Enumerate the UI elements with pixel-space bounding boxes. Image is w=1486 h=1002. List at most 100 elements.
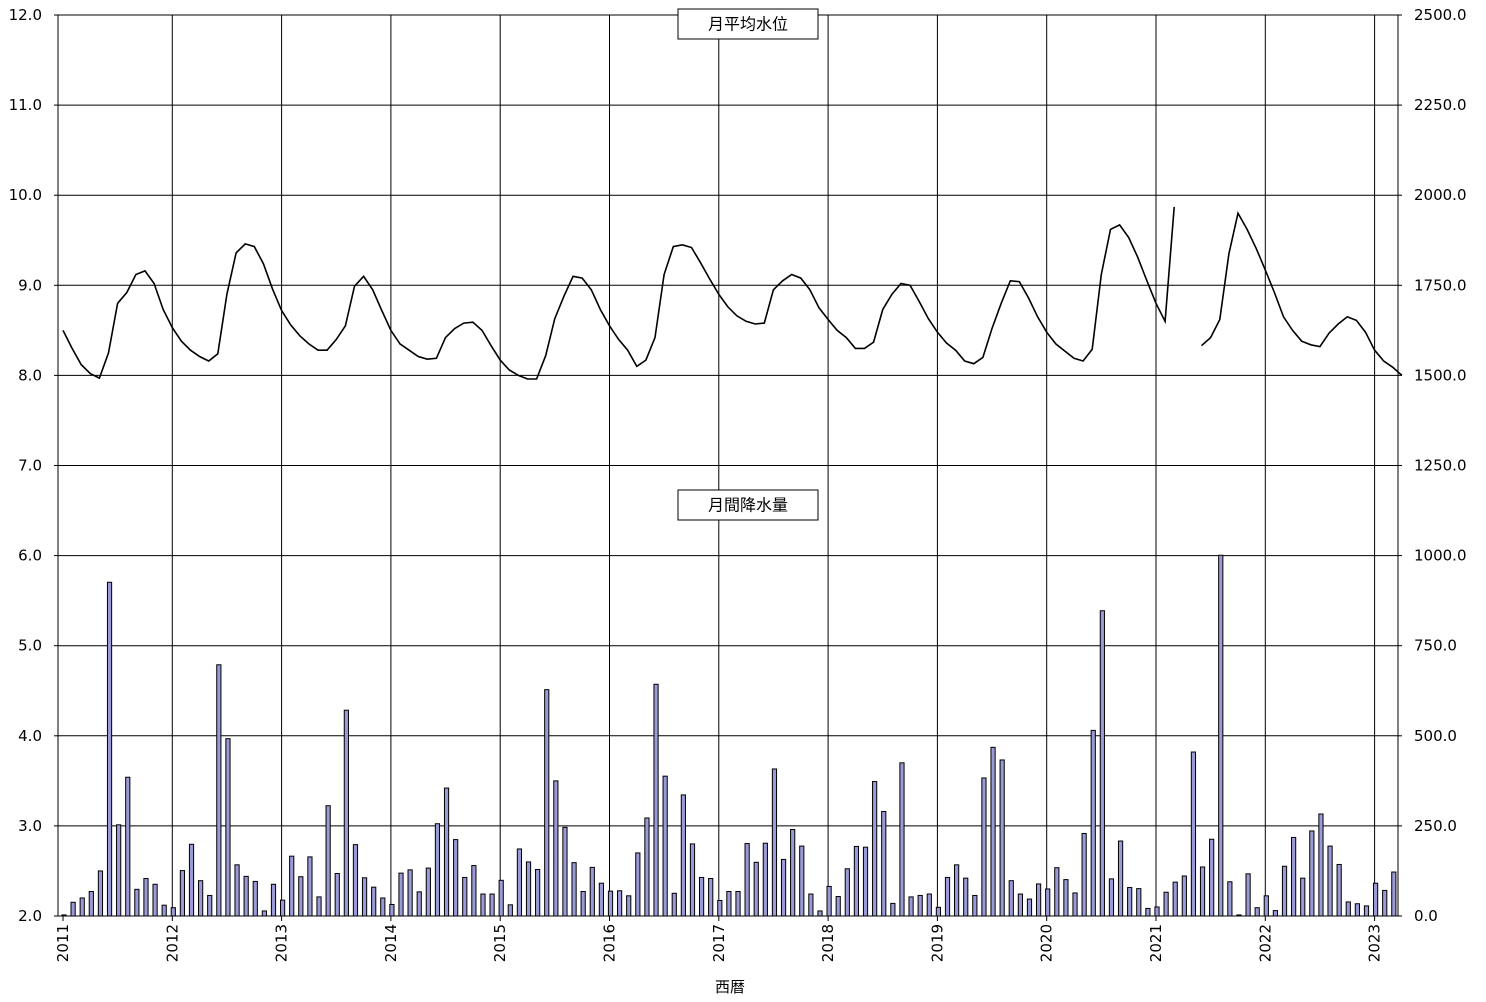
precip-bar [1272,910,1279,917]
precip-bar [1145,907,1151,917]
precip-bar [1127,887,1133,917]
precip-bar [644,817,650,917]
precip-bar [280,899,286,917]
precip-bar [881,810,887,917]
precip-bar [225,738,231,917]
x-axis-title: 西暦 [715,978,745,996]
precip-bar [635,852,641,917]
precip-bar [1081,832,1087,917]
precip-bar [525,861,532,917]
precip-bar [753,861,759,917]
precip-bar [161,904,167,917]
precip-bar [1099,610,1105,917]
precip-bar [453,839,459,917]
precip-bar [808,893,814,917]
precip-bar [1373,882,1379,917]
precip-bar [780,858,787,917]
x-tick-label: 2022 [1256,924,1274,962]
precip-bar [981,777,987,917]
precip-bar [361,877,368,917]
water-level-segment [62,206,1175,380]
precip-bar [1008,880,1014,917]
precip-bar [261,910,267,917]
precip-bar [462,876,468,917]
precip-bar [307,856,313,917]
precip-bar [535,869,541,917]
precip-bar [1063,879,1069,917]
right-tick-label: 2500.0 [1414,6,1467,24]
left-axis: 2.0 3.0 4.0 5.0 6.0 7.0 8.0 9.0 10.0 11.0 12.0 [9,6,58,925]
precip-bar [1291,836,1297,917]
precipitation-label-box: 月間降水量 [677,489,819,521]
precip-bar [125,776,131,917]
precip-bar [270,883,277,917]
precip-bar [1181,875,1187,917]
precip-bar [872,781,878,917]
precip-bar [899,762,905,917]
precip-bar [79,897,85,917]
precip-bar [152,883,158,917]
precip-bar [207,894,213,917]
precip-bar [143,878,149,917]
precip-bar [544,689,550,917]
precip-bar [1354,903,1360,917]
right-tick-label: 500.0 [1414,727,1457,745]
precip-bar [416,891,422,917]
precip-bar [698,876,705,917]
precip-bar [680,794,686,917]
precip-bar [799,845,805,917]
precip-bar [471,865,477,917]
precip-bar [762,842,768,917]
left-tick-label: 8.0 [18,366,42,384]
precip-bar [252,880,258,917]
precip-bar [97,870,104,917]
precip-bar [853,845,860,917]
precip-bar [516,848,523,917]
left-tick-label: 4.0 [18,727,42,745]
precip-bar [963,877,969,917]
precip-bar [1163,891,1169,917]
precip-bar [1017,893,1023,917]
precip-bar [1309,830,1315,917]
precip-bar [170,907,176,917]
precip-bar [553,780,559,917]
left-tick-label: 9.0 [18,276,42,294]
precip-bar [1245,873,1251,917]
precip-bar [708,878,714,917]
precip-bar [243,875,249,917]
left-tick-label: 2.0 [18,907,42,925]
left-tick-label: 10.0 [9,186,42,204]
precip-bar [434,823,441,917]
left-tick-label: 7.0 [18,457,42,475]
precip-bar [1254,907,1260,917]
precip-bar [1045,888,1051,917]
precip-bar [954,864,960,917]
precip-bar [607,890,614,917]
precip-bar [862,846,869,917]
precip-bar [790,829,796,917]
precip-bar [1090,729,1096,917]
precip-bar [371,886,377,917]
x-axis: 2011 2012 2013 2014 2015 2016 2017 2018 2019 2020… [54,916,1384,962]
right-tick-label: 2000.0 [1414,186,1467,204]
precip-bar [671,892,677,917]
precip-bar [343,709,349,917]
right-axis: 0.0 250.0 500.0 750.0 1000.0 1250.0 1500.0 1750… [1398,6,1467,925]
x-tick-label: 2017 [710,924,728,962]
precip-bar [1218,554,1224,917]
left-tick-label: 6.0 [18,547,42,565]
precip-bar [580,890,586,917]
precip-bar [826,885,832,917]
precip-bar [1108,878,1115,917]
precip-bar [1227,881,1233,917]
precip-bar [498,879,504,917]
precip-bar [844,868,850,917]
precip-bar [1172,881,1178,917]
precip-bar [1154,906,1160,917]
precip-bar [908,896,914,917]
precip-bar [617,890,623,917]
precip-bar [717,900,723,917]
precip-bar [1281,865,1288,917]
precip-bar [198,880,204,917]
precip-bar [407,869,413,917]
